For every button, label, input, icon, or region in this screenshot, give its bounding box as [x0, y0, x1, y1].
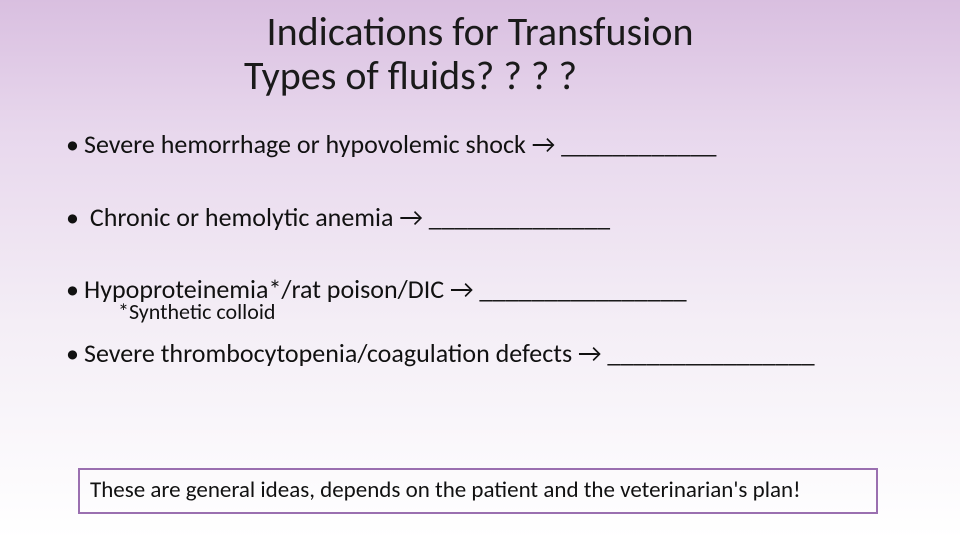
slide-title: Indications for Transfusion Types of flu… [0, 10, 960, 98]
slide: Indications for Transfusion Types of flu… [0, 0, 960, 540]
bullet-text: Severe hemorrhage or hypovolemic shock →… [84, 128, 717, 160]
bullet-text: Severe thrombocytopenia/coagulation defe… [84, 337, 815, 369]
bullet-marker: • [66, 128, 84, 161]
title-line-1: Indications for Transfusion [0, 10, 960, 54]
bullet-item: •Severe hemorrhage or hypovolemic shock … [66, 128, 916, 161]
slide-body: •Severe hemorrhage or hypovolemic shock … [66, 128, 916, 409]
bullet-item: •Severe thrombocytopenia/coagulation def… [66, 337, 916, 370]
title-line-2: Types of fluids? ? ? ? [0, 54, 960, 98]
bullet-text: Chronic or hemolytic anemia → __________… [84, 201, 610, 233]
bullet-marker: • [66, 201, 84, 234]
bullet-item: • Chronic or hemolytic anemia → ________… [66, 201, 916, 234]
footer-note-box: These are general ideas, depends on the … [78, 468, 878, 514]
footer-note-text: These are general ideas, depends on the … [90, 476, 801, 504]
bullet-marker: • [66, 273, 84, 306]
bullet-marker: • [66, 337, 84, 370]
